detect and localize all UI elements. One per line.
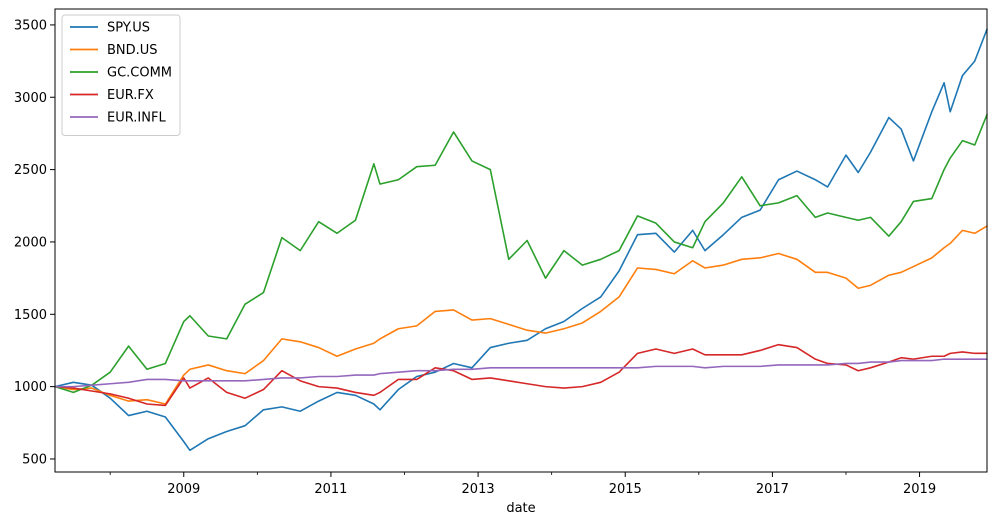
legend-box (61, 14, 181, 136)
x-tick-label: 2011 (314, 482, 347, 497)
series-line-bnd-us (54, 225, 988, 405)
y-tick-label: 2500 (14, 163, 47, 178)
x-tick-label: 2013 (462, 482, 495, 497)
series-line-eur-infl (54, 358, 988, 388)
y-tick-label: 1500 (14, 308, 47, 323)
y-tick-label: 3500 (14, 18, 47, 33)
y-axis: 500 1000 1500 2000 2500 3000 3500 (14, 18, 55, 467)
series-layer (54, 28, 988, 452)
x-tick-label: 2015 (609, 482, 642, 497)
legend-label: SPY.US (107, 21, 150, 36)
series-line-gc-comm (54, 113, 988, 394)
legend: SPY.US BND.US GC.COMM EUR.FX EUR.INFL (61, 14, 181, 136)
series-line-eur-fx (54, 343, 988, 407)
y-tick-label: 1000 (14, 380, 47, 395)
y-tick-label: 3000 (14, 91, 47, 106)
legend-label: GC.COMM (107, 66, 172, 81)
series-line-spy-us (54, 28, 988, 452)
x-axis: 2009 2011 2013 2015 2017 2019 (109, 472, 936, 497)
x-tick-label: 2019 (903, 482, 936, 497)
x-axis-label: date (506, 501, 535, 516)
y-tick-label: 2000 (14, 235, 47, 250)
y-tick-label: 500 (22, 452, 47, 467)
x-tick-label: 2017 (756, 482, 789, 497)
legend-label: BND.US (107, 43, 158, 58)
legend-label: EUR.FX (107, 88, 154, 103)
plot-frame (54, 8, 988, 473)
legend-label: EUR.INFL (107, 111, 166, 126)
x-tick-label: 2009 (167, 482, 200, 497)
